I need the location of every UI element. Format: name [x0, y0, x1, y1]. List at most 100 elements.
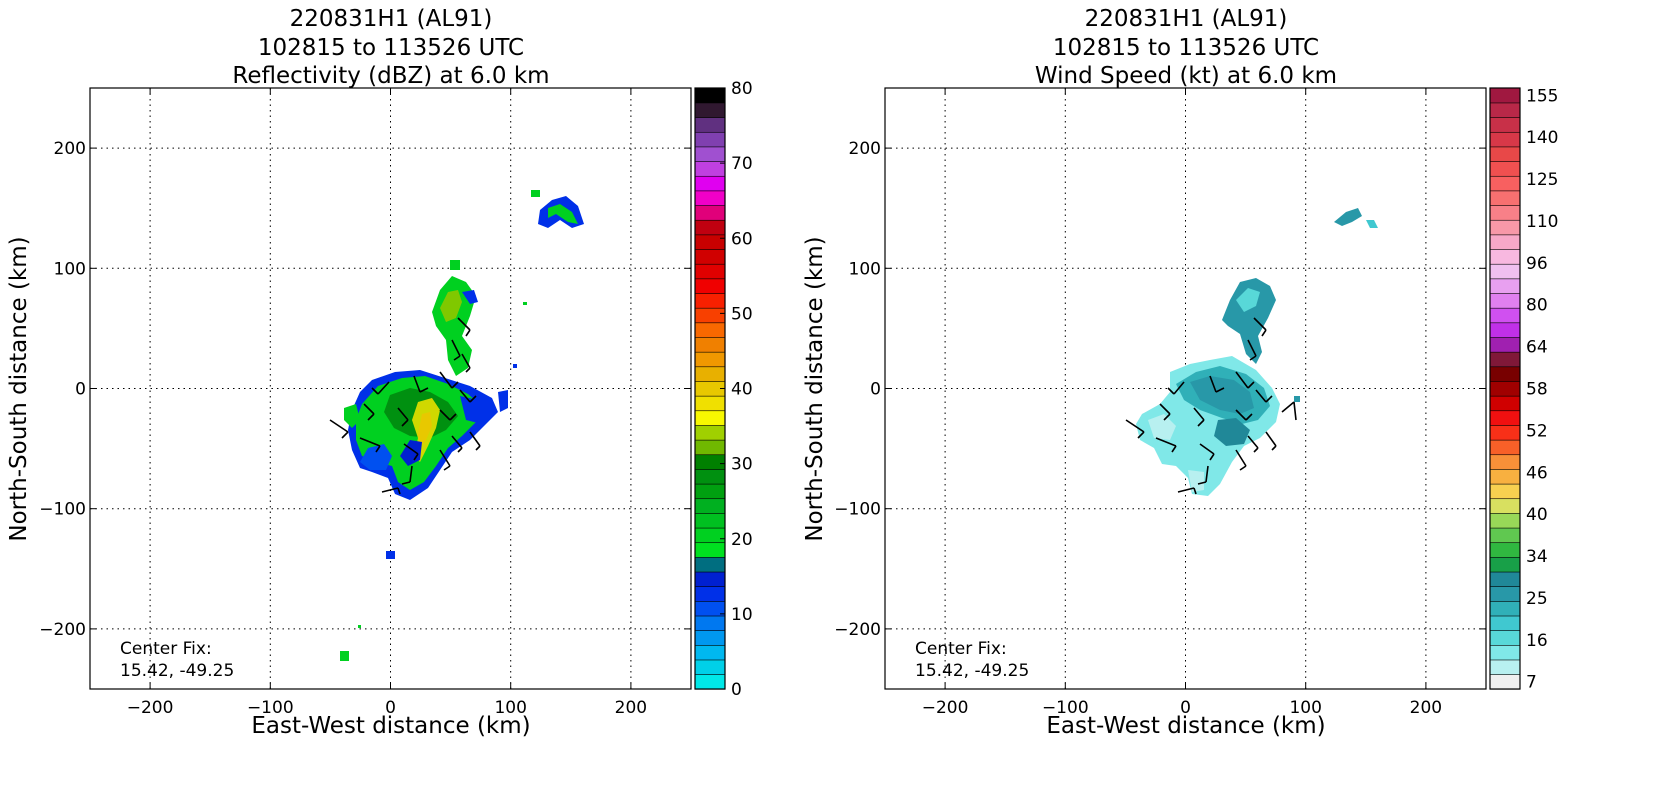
colorbar-bin [694, 512, 726, 529]
wind-light-patch [1148, 414, 1176, 440]
axis-ticks: −200 −100 0 100 200 −200 −100 0 100 200 [834, 88, 1486, 718]
reflectivity-panel: 220831H1 (AL91) 102815 to 113526 UTC Ref… [6, 6, 753, 739]
colorbar-bin [694, 659, 726, 675]
wind-speed-colorbar: 7 16 25 34 40 46 52 58 64 80 96 110 125 140 155 [1489, 86, 1558, 693]
x-tick-label: 200 [615, 698, 647, 718]
colorbar-frame [1489, 87, 1521, 690]
colorbar-bin [1489, 659, 1521, 675]
colorbar-tick-label: 20 [731, 530, 753, 550]
colorbar-tick-label: 96 [1526, 254, 1548, 274]
title-line-1: 220831H1 (AL91) [1085, 6, 1288, 32]
colorbar-bin [1489, 117, 1521, 133]
colorbar-tick-label: 50 [731, 304, 753, 324]
center-fix-label: Center Fix: [915, 639, 1007, 659]
y-axis-label: North-South distance (km) [6, 236, 32, 541]
colorbar-tick-label: 80 [1526, 296, 1548, 316]
colorbar-tick-label: 46 [1526, 463, 1548, 483]
wind-north-band [1222, 278, 1276, 364]
colorbar-bin [694, 542, 726, 558]
colorbar-bin [694, 644, 726, 661]
colorbar-bin [1489, 483, 1521, 500]
colorbar-bin [694, 527, 726, 544]
colorbar-bin [694, 131, 726, 148]
wind-east-speck [1294, 396, 1300, 402]
y-tick-label: −100 [834, 500, 881, 520]
x-tick-label: 100 [1289, 698, 1321, 718]
title-line-3: Reflectivity (dBZ) at 6.0 km [232, 63, 549, 89]
colorbar-bin [694, 366, 726, 382]
x-tick-label: 200 [1410, 698, 1442, 718]
colorbar-bin [1489, 204, 1521, 221]
x-axis-label: East-West distance (km) [1046, 713, 1325, 739]
colorbar-bin [694, 351, 726, 368]
colorbar-tick-label: 52 [1526, 421, 1548, 441]
wind-north-band-light [1236, 288, 1260, 312]
echo-blue-patch [360, 444, 392, 470]
colorbar-bin [694, 278, 726, 294]
colorbar-tick-label: 40 [731, 380, 753, 400]
echo-north-band [432, 276, 476, 376]
colorbar-tick-label: 16 [1526, 631, 1548, 651]
reflectivity-field [340, 190, 584, 661]
y-tick-label: 0 [870, 380, 881, 400]
x-tick-label: −100 [247, 698, 294, 718]
colorbar-bin [694, 248, 726, 265]
center-fix-value: 15.42, -49.25 [120, 661, 234, 681]
colorbar-tick-label: 34 [1526, 547, 1548, 567]
center-fix-label: Center Fix: [120, 639, 212, 659]
colorbar-bin [694, 204, 726, 221]
echo-east-blue [498, 390, 508, 412]
colorbar-bin [694, 175, 726, 192]
colorbar-tick-label: 7 [1526, 673, 1537, 693]
colorbar-bin [694, 336, 726, 353]
colorbar-bin [694, 483, 726, 500]
y-tick-label: −200 [834, 620, 881, 640]
echo-south-green [340, 651, 349, 661]
echo-scatter-1 [523, 302, 527, 305]
echo-ne-cell [531, 190, 540, 197]
colorbar-bin [694, 468, 726, 485]
wind-barbs [329, 317, 481, 495]
colorbar-bin [1489, 102, 1521, 118]
colorbar-bin [694, 556, 726, 573]
colorbar-tick-label: 58 [1526, 380, 1548, 400]
echo-ne-cluster-green [548, 204, 578, 224]
x-tick-label: 0 [1180, 698, 1191, 718]
x-tick-label: −200 [922, 698, 969, 718]
wind-speed-field [1136, 208, 1378, 496]
echo-north-cell [450, 260, 460, 270]
colorbar-tick-label: 30 [731, 455, 753, 475]
colorbar-bin [1489, 380, 1521, 397]
colorbar-tick-label: 155 [1526, 86, 1558, 106]
title-line-2: 102815 to 113526 UTC [258, 35, 524, 61]
colorbar-bin [1489, 219, 1521, 236]
colorbar-bin [1489, 175, 1521, 192]
colorbar-bin [1489, 468, 1521, 485]
y-tick-label: 0 [75, 380, 86, 400]
title-line-3: Wind Speed (kt) at 6.0 km [1035, 63, 1337, 89]
colorbar-bin [1489, 674, 1521, 690]
axis-ticks: −200 −100 0 100 200 −200 −100 0 100 200 [39, 88, 691, 718]
echo-scatter-2 [513, 364, 517, 368]
x-tick-label: 100 [494, 698, 526, 718]
colorbar-bin [1489, 366, 1521, 382]
colorbar-bin [1489, 307, 1521, 324]
colorbar-bin [694, 395, 726, 412]
y-tick-label: 100 [849, 259, 881, 279]
echo-yellow-core-2 [418, 412, 432, 448]
center-fix-value: 15.42, -49.25 [915, 661, 1029, 681]
colorbar-tick-label: 40 [1526, 505, 1548, 525]
y-tick-label: 200 [849, 139, 881, 159]
grid-lines [885, 88, 1486, 689]
colorbar-bin [694, 454, 726, 470]
colorbar-bin [1489, 527, 1521, 544]
colorbar-tick-label: 64 [1526, 338, 1548, 358]
colorbar-bin [694, 87, 726, 104]
colorbar-bin [694, 102, 726, 118]
colorbar-bin [694, 571, 726, 587]
colorbar-bin [1489, 131, 1521, 148]
colorbar-bin [1489, 586, 1521, 602]
echo-south-blue [386, 551, 395, 559]
colorbar-tick-label: 0 [731, 680, 742, 700]
colorbar-bin [1489, 336, 1521, 353]
